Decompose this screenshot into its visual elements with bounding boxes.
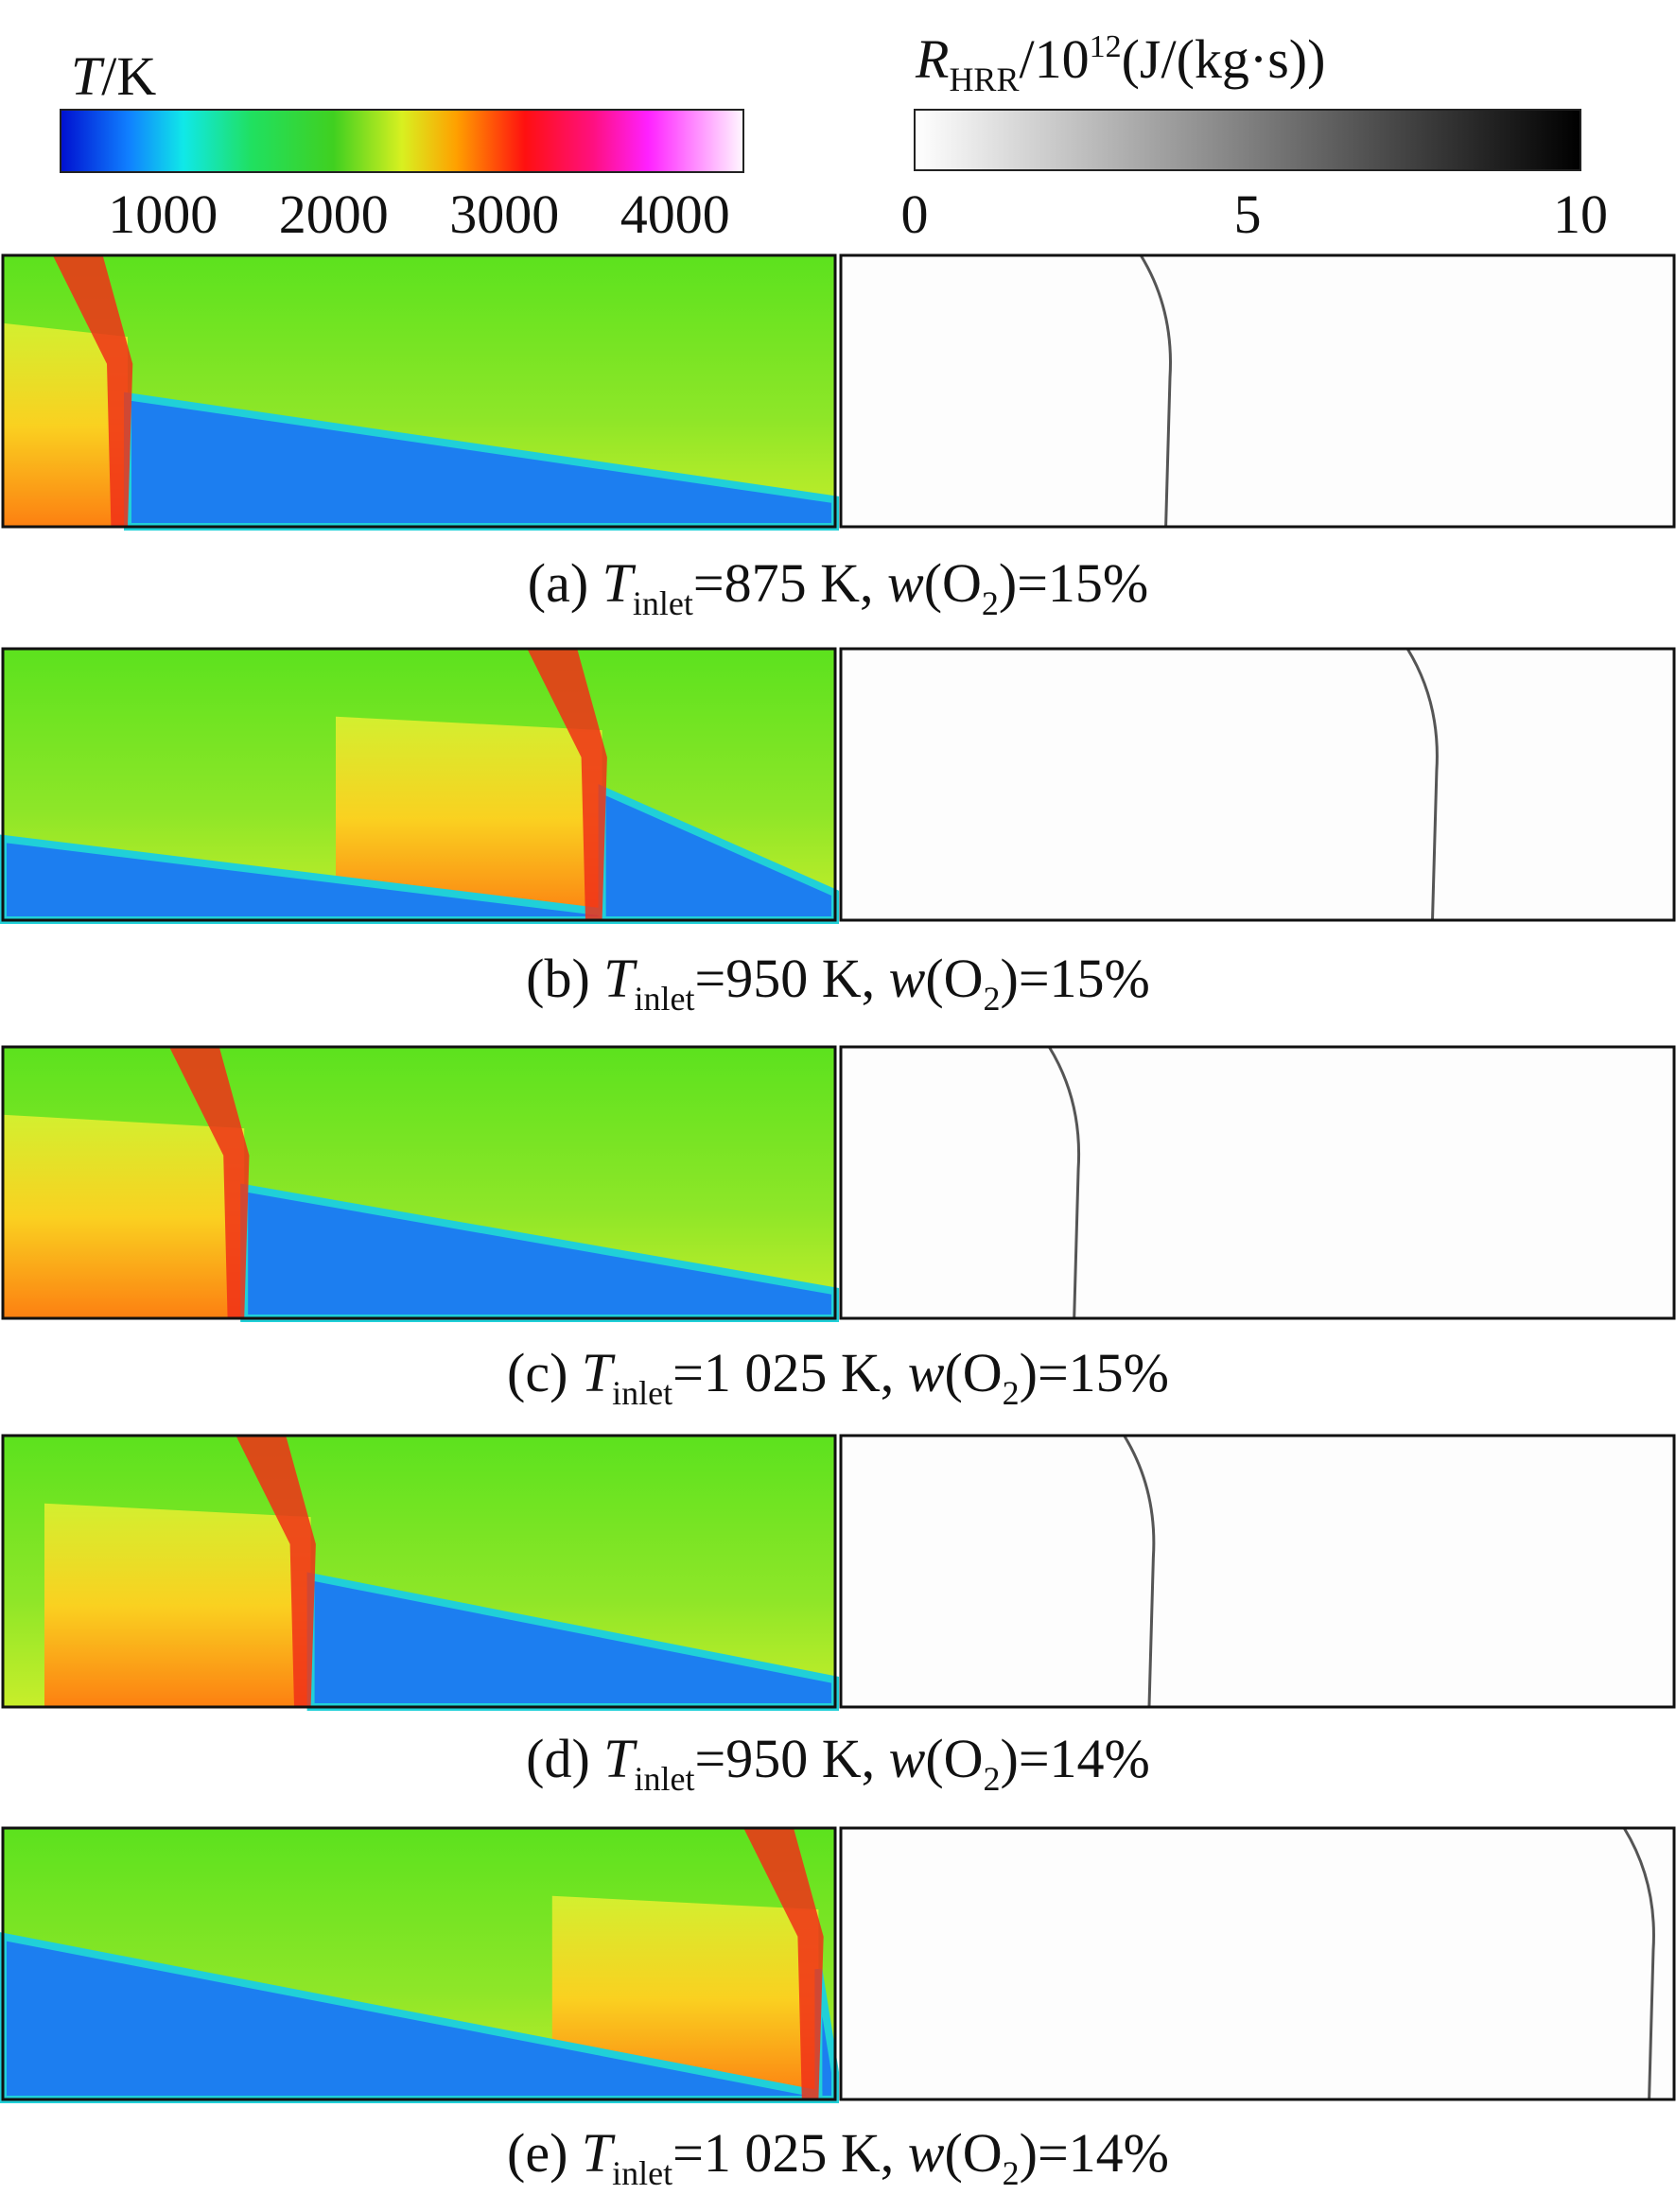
colorbar-tick-label: 1000 <box>108 183 218 245</box>
heat-release-field <box>841 1047 1674 1318</box>
colorbar-tick-label: 5 <box>1233 183 1262 245</box>
temperature-colorbar <box>60 109 744 173</box>
oxygen-value: )=14% <box>1000 1728 1150 1789</box>
heat-release-field <box>841 255 1674 527</box>
variable: T <box>581 1342 613 1403</box>
panel-border <box>839 1434 1676 1709</box>
oxygen-subscript: 2 <box>1002 1374 1020 1412</box>
oxygen-value: )=15% <box>998 552 1149 614</box>
reaction-zone <box>1622 1827 1655 2100</box>
oxygen-species: (O <box>944 1342 1003 1403</box>
label: (c) <box>507 1342 568 1403</box>
label: (b) <box>526 948 590 1009</box>
heat-release-colorbar <box>914 109 1581 171</box>
panel-border <box>839 1826 1676 2101</box>
detonation-front <box>743 1828 824 2099</box>
burnt-region <box>336 716 602 920</box>
temperature: =1 025 K, <box>672 1342 895 1403</box>
oxygen-symbol: w <box>907 2122 945 2184</box>
unit: (J/(kg·s)) <box>1121 28 1326 90</box>
colorbar-tick-label: 3000 <box>449 183 560 245</box>
reaction-zone <box>1139 254 1172 528</box>
oxygen-species: (O <box>925 948 984 1009</box>
unit-prefix: /10 <box>1019 28 1090 90</box>
label: (d) <box>526 1728 590 1789</box>
exponent: 12 <box>1089 29 1122 64</box>
burnt-region <box>551 1895 819 2099</box>
heat-release-field <box>841 1828 1674 2099</box>
detonation-front <box>52 255 133 527</box>
colorbar-title: RHRR/1012(J/(kg·s)) <box>916 29 1325 97</box>
burnt-region <box>44 1503 311 1707</box>
panel-border <box>839 647 1676 922</box>
panel-caption: (c) Tinlet=1 025 K, w(O2)=15% <box>0 1346 1676 1411</box>
colorbar-title: T/K <box>71 49 156 104</box>
unit: /K <box>101 45 157 107</box>
oxygen-subscript: 2 <box>983 1760 1001 1798</box>
symbol: T <box>71 45 102 107</box>
temperature: =950 K, <box>694 948 876 1009</box>
oxygen-subscript: 2 <box>1002 2154 1020 2192</box>
heat-release-field <box>841 1436 1674 1707</box>
colorbar-tick-label: 2000 <box>278 183 389 245</box>
colorbar-tick-label: 10 <box>1553 183 1608 245</box>
temperature: =1 025 K, <box>672 2122 895 2184</box>
oxygen-species: (O <box>944 2122 1003 2184</box>
detonation-front <box>527 649 607 920</box>
detonation-front <box>236 1436 316 1707</box>
symbol: R <box>916 28 950 90</box>
panel-border <box>1 1434 837 1709</box>
colorbar-tick-label: 0 <box>900 183 929 245</box>
variable: T <box>602 552 633 614</box>
reaction-zone <box>1405 648 1439 921</box>
reaction-zone <box>1123 1435 1156 1708</box>
subscript: inlet <box>612 2154 673 2192</box>
subscript: inlet <box>632 584 693 622</box>
panel-caption: (d) Tinlet=950 K, w(O2)=14% <box>0 1732 1676 1797</box>
panel-border <box>1 1826 837 2101</box>
subscript: inlet <box>634 980 695 1018</box>
panel-border <box>839 1045 1676 1320</box>
panel-border <box>1 253 837 529</box>
oxygen-symbol: w <box>887 552 924 614</box>
burnt-region <box>3 322 128 527</box>
oxygen-subscript: 2 <box>983 980 1001 1018</box>
panel-caption: (b) Tinlet=950 K, w(O2)=15% <box>0 948 1676 1017</box>
oxygen-species: (O <box>923 552 982 614</box>
panel-border <box>839 253 1676 529</box>
panel-caption: (e) Tinlet=1 025 K, w(O2)=14% <box>0 2126 1676 2191</box>
panel-caption: (a) Tinlet=875 K, w(O2)=15% <box>0 556 1676 621</box>
variable: T <box>603 948 635 1009</box>
panel-border <box>1 1045 837 1320</box>
variable: T <box>603 1728 635 1789</box>
panel-border <box>1 647 837 922</box>
burnt-region <box>3 1114 245 1318</box>
detonation-front <box>169 1047 250 1318</box>
temperature: =875 K, <box>692 552 874 614</box>
oxygen-species: (O <box>925 1728 984 1789</box>
reaction-zone <box>1047 1046 1081 1319</box>
label: (e) <box>507 2122 568 2184</box>
oxygen-symbol: w <box>888 1728 926 1789</box>
subscript: inlet <box>612 1374 673 1412</box>
oxygen-value: )=15% <box>1019 1342 1169 1403</box>
oxygen-value: )=15% <box>1000 948 1150 1009</box>
subscript: HRR <box>949 61 1020 98</box>
oxygen-symbol: w <box>888 948 926 1009</box>
oxygen-value: )=14% <box>1019 2122 1169 2184</box>
label: (a) <box>527 552 589 614</box>
colorbar-tick-label: 4000 <box>620 183 730 245</box>
oxygen-subscript: 2 <box>981 584 999 622</box>
heat-release-field <box>841 649 1674 920</box>
variable: T <box>581 2122 613 2184</box>
oxygen-symbol: w <box>907 1342 945 1403</box>
temperature: =950 K, <box>694 1728 876 1789</box>
subscript: inlet <box>634 1760 695 1798</box>
